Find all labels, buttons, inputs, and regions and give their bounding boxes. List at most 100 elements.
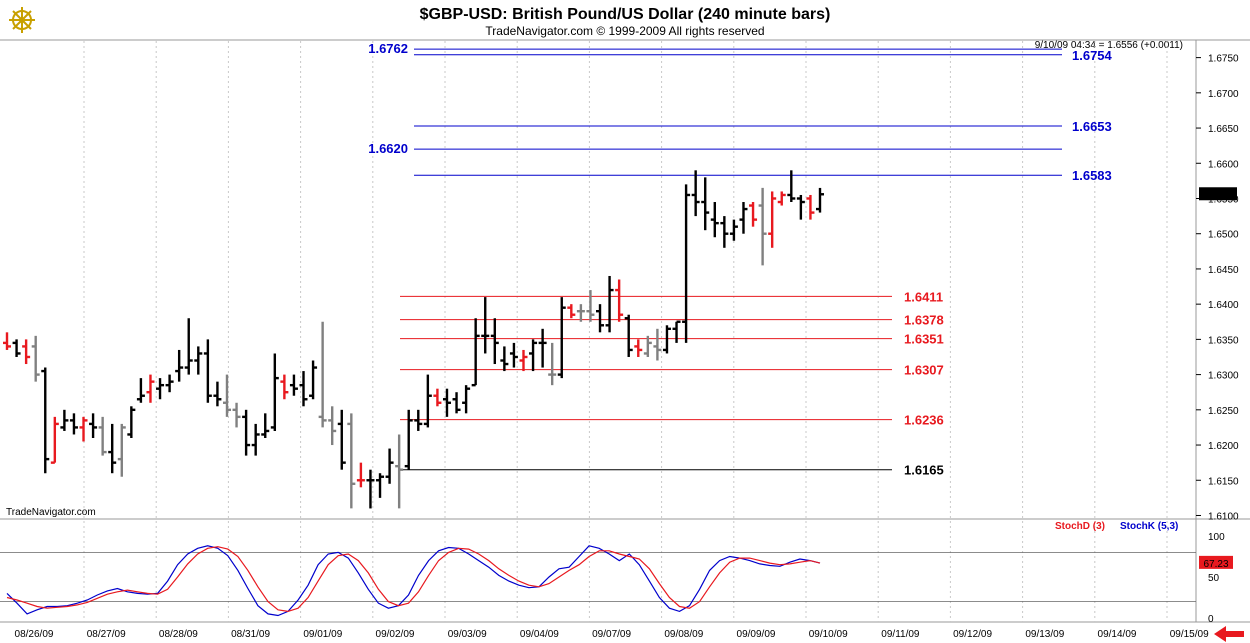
level-label: 1.6351 <box>904 332 944 347</box>
last-stoch-tag: 67.23 <box>1199 555 1233 570</box>
x-tick-label: 09/09/09 <box>737 629 776 640</box>
ohlc-bar <box>356 462 365 488</box>
x-tick-label: 09/13/09 <box>1025 629 1064 640</box>
ohlc-bar <box>22 339 31 365</box>
ohlc-bar <box>701 177 710 231</box>
x-tick-label: 09/01/09 <box>303 629 342 640</box>
ohlc-bar <box>643 335 652 357</box>
x-tick-label: 09/14/09 <box>1098 629 1137 640</box>
y-tick-label: 1.6450 <box>1208 265 1239 276</box>
ohlc-bar <box>31 335 40 382</box>
ohlc-bar <box>481 297 490 354</box>
ohlc-bar <box>548 342 557 386</box>
ohlc-bar <box>89 413 98 438</box>
ohlc-bar <box>376 473 385 498</box>
y-tick-label: 1.6100 <box>1208 511 1239 522</box>
ohlc-bar <box>280 374 289 400</box>
ohlc-bar <box>624 314 633 357</box>
ohlc-bar <box>615 279 624 322</box>
x-tick-label: 08/27/09 <box>87 629 126 640</box>
chart-copyright: TradeNavigator.com © 1999-2009 All right… <box>485 24 764 38</box>
ohlc-bar <box>605 275 614 333</box>
ohlc-bar <box>452 392 461 414</box>
ohlc-bar <box>184 318 193 375</box>
x-tick-label: 09/08/09 <box>664 629 703 640</box>
x-tick-label: 09/02/09 <box>376 629 415 640</box>
ohlc-bar <box>691 170 700 217</box>
ohlc-bar <box>749 202 758 227</box>
ohlc-bar <box>519 349 528 372</box>
ohlc-bar <box>414 409 423 431</box>
ohlc-bar <box>720 216 729 248</box>
ohlc-bar <box>98 416 107 456</box>
x-tick-label: 09/12/09 <box>953 629 992 640</box>
ohlc-bar <box>50 416 59 464</box>
ohlc-bar <box>165 374 174 393</box>
level-label: 1.6236 <box>904 413 944 428</box>
legend-stochd: StochD (3) <box>1055 521 1105 532</box>
stochk-line <box>6 545 821 617</box>
ohlc-bar <box>385 448 394 484</box>
level-label: 1.6653 <box>1072 119 1112 134</box>
ohlc-bar <box>672 320 681 343</box>
last-price-tag: 1.6556 <box>1199 187 1237 201</box>
ohlc-bar <box>299 371 308 407</box>
ohlc-bar <box>538 328 547 368</box>
x-tick-label: 09/11/09 <box>881 629 920 640</box>
level-label: 1.6620 <box>368 141 408 156</box>
ohlc-bar <box>634 339 643 357</box>
level-label: 1.6165 <box>904 463 944 478</box>
ohlc-bar <box>203 339 212 403</box>
ohlc-bar <box>662 325 671 354</box>
ohlc-bar <box>471 318 480 387</box>
ohlc-bar <box>213 381 222 407</box>
x-tick-label: 09/10/09 <box>809 629 848 640</box>
legend-stochk: StochK (5,3) <box>1120 521 1178 532</box>
ohlc-bar <box>127 406 136 438</box>
ohlc-bar <box>596 304 605 333</box>
ohlc-bar <box>318 321 327 428</box>
arrow-left-icon <box>1214 626 1244 642</box>
ohlc-bar <box>758 187 767 266</box>
stochd-line <box>6 546 821 613</box>
ohlc-bar <box>682 184 691 343</box>
ohlc-bar <box>41 367 50 474</box>
ohlc-bar <box>500 346 509 372</box>
ohlc-bar <box>337 409 346 470</box>
y-tick-label: 1.6500 <box>1208 230 1239 241</box>
y-tick-label: 1.6150 <box>1208 476 1239 487</box>
x-tick-label: 08/28/09 <box>159 629 198 640</box>
scroll-left-button[interactable] <box>1214 626 1244 642</box>
ohlc-bar <box>653 328 662 361</box>
ohlc-bar <box>462 385 471 414</box>
ohlc-bar <box>787 170 796 203</box>
ohlc-bar <box>242 409 251 456</box>
ohlc-bar <box>347 413 356 509</box>
ohlc-bar <box>557 297 566 379</box>
ohlc-bar <box>490 318 499 365</box>
last-price-label: 1.6556 <box>1203 190 1234 201</box>
ohlc-bar <box>442 388 451 417</box>
ohlc-bar <box>251 423 260 456</box>
level-label: 1.6762 <box>368 41 408 56</box>
price-readout: 9/10/09 04:34 = 1.6556 (+0.0011) <box>1035 40 1183 51</box>
y-tick-label: 1.6700 <box>1208 89 1239 100</box>
ohlc-bar <box>433 388 442 407</box>
last-stoch-label: 67.23 <box>1203 559 1228 570</box>
ohlc-bar <box>729 219 738 241</box>
y-tick-label: 1.6250 <box>1208 406 1239 417</box>
ohlc-bar <box>117 423 126 477</box>
ohlc-bar <box>404 409 413 470</box>
ohlc-bar <box>586 290 595 322</box>
level-label: 1.6411 <box>904 289 943 304</box>
y-tick-label: 1.6200 <box>1208 441 1239 452</box>
logo-icon <box>9 7 35 33</box>
y-tick-label: 1.6650 <box>1208 124 1239 135</box>
ohlc-bar <box>309 360 318 400</box>
chart-title: $GBP-USD: British Pound/US Dollar (240 m… <box>420 6 831 23</box>
ohlc-bar <box>222 374 231 417</box>
ohlc-bar <box>509 342 518 368</box>
level-label: 1.6307 <box>904 363 944 378</box>
ohlc-bar <box>806 194 815 220</box>
